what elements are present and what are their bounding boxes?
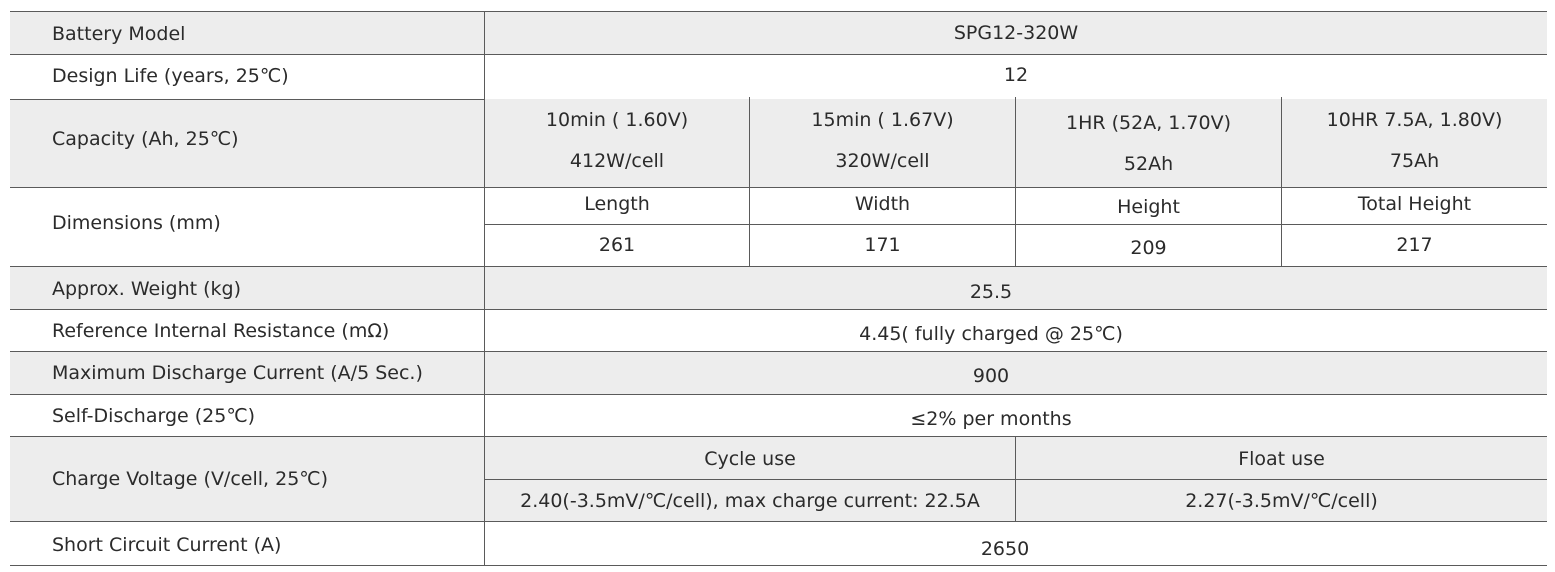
value-self-discharge: ≤2% per months [910,408,1072,430]
rule [10,187,1547,188]
capacity-value-15min: 320W/cell [835,150,930,172]
rule [10,309,1547,310]
label-self-discharge: Self-Discharge (25℃) [52,405,256,427]
label-short-circuit: Short Circuit Current (A) [52,534,282,556]
rule [10,521,1547,522]
label-dimensions: Dimensions (mm) [52,212,221,234]
value-design-life: 12 [1003,64,1029,86]
rule [10,99,484,100]
rule [10,436,1547,437]
dimension-value-height: 209 [1130,237,1167,259]
dimension-name-total-height: Total Height [1357,193,1472,215]
dimension-name-width: Width [854,193,911,215]
capacity-value-10min: 412W/cell [569,150,665,172]
charge-float-value: 2.27(-3.5mV/℃/cell) [1185,490,1378,512]
capacity-value-1hr: 52Ah [1123,153,1174,175]
column-divider [749,97,750,267]
label-max-discharge: Maximum Discharge Current (A/5 Sec.) [52,362,423,384]
label-design-life: Design Life (years, 25℃) [52,65,289,87]
charge-cycle-value: 2.40(-3.5mV/℃/cell), max charge current:… [520,490,980,512]
charge-cycle-name: Cycle use [704,448,796,470]
value-weight: 25.5 [969,281,1013,303]
dimension-name-height: Height [1117,196,1180,218]
dimension-name-length: Length [584,193,650,215]
rule [10,351,1547,352]
value-battery-model: SPG12-320W [953,22,1079,44]
column-divider [1281,97,1282,267]
label-weight: Approx. Weight (kg) [52,278,241,300]
capacity-value-10hr: 75Ah [1389,150,1440,172]
value-short-circuit: 2650 [980,538,1030,560]
charge-float-name: Float use [1238,448,1325,470]
capacity-rate-15min: 15min ( 1.67V) [811,109,954,131]
dimension-value-total-height: 217 [1396,234,1433,256]
rule [10,394,1547,395]
rule [10,565,1547,566]
row-bg-capacity [10,99,1547,187]
value-internal-resistance: 4.45( fully charged @ 25℃) [859,323,1123,345]
row-bg-weight [10,267,1547,309]
rule [10,54,1547,55]
row-bg-model [10,12,1547,54]
column-divider [1015,437,1016,522]
label-battery-model: Battery Model [52,23,186,45]
dimension-value-length: 261 [598,234,636,256]
column-divider [484,11,485,566]
value-max-discharge: 900 [972,365,1010,387]
label-capacity: Capacity (Ah, 25℃) [52,128,239,150]
row-bg-max-discharge [10,352,1547,394]
capacity-rate-1hr: 1HR (52A, 1.70V) [1066,112,1231,134]
label-internal-resistance: Reference Internal Resistance (mΩ) [52,320,390,342]
capacity-rate-10min: 10min ( 1.60V) [545,109,689,131]
column-divider [1015,97,1016,267]
dimension-value-width: 171 [864,234,901,256]
rule [10,266,1547,267]
capacity-rate-10hr: 10HR 7.5A, 1.80V) [1326,109,1503,131]
label-charge-voltage: Charge Voltage (V/cell, 25℃) [52,468,329,490]
rule [10,11,1547,12]
